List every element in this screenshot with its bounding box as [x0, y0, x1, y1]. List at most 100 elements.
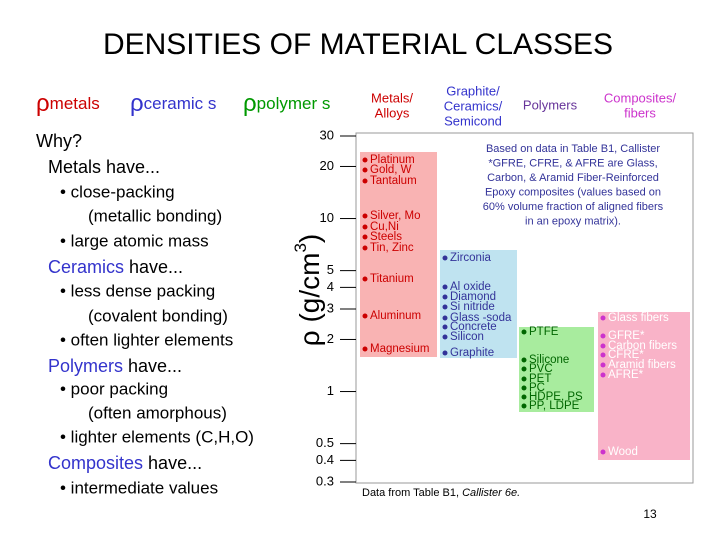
- material-label: Carbon fibers: [608, 340, 677, 352]
- material-dot: [442, 350, 448, 356]
- heading-rest: have...: [124, 257, 183, 277]
- material-dot: [521, 385, 527, 391]
- material-label: Glass fibers: [608, 312, 669, 324]
- rho-symbol: ρ: [130, 90, 144, 117]
- column-header: Polymers: [523, 97, 578, 112]
- y-tick-label: 4: [327, 279, 334, 294]
- bullet: • large atomic mass: [60, 231, 209, 250]
- note-line: 60% volume fraction of aligned fibers: [483, 201, 664, 213]
- material-dot: [442, 315, 448, 321]
- column-header: Metals/: [371, 90, 413, 105]
- material-label: Graphite: [450, 347, 494, 359]
- material-label: Magnesium: [370, 343, 429, 355]
- material-dot: [362, 234, 368, 240]
- y-label-sup: 3: [291, 243, 310, 252]
- bullet: • intermediate values: [60, 478, 218, 497]
- y-tick-label: 0.3: [316, 473, 334, 488]
- why: Why?: [36, 131, 82, 151]
- source: Data from Table B1, Callister 6e.: [362, 487, 520, 499]
- y-tick-label: 10: [320, 210, 334, 225]
- column-header: Alloys: [375, 105, 410, 120]
- heading-rest: have...: [123, 356, 182, 376]
- legend-label: polymer s: [257, 94, 331, 113]
- material-label: Aluminum: [370, 310, 421, 322]
- material-label: PTFE: [529, 326, 559, 338]
- material-dot: [362, 213, 368, 219]
- material-label: Cu,Ni: [370, 221, 399, 233]
- material-dot: [442, 324, 448, 330]
- material-dot: [600, 315, 606, 321]
- material-label: Silver, Mo: [370, 210, 421, 222]
- y-tick-label: 3: [327, 300, 334, 315]
- material-label: PVC: [529, 363, 553, 375]
- column-band: [440, 250, 517, 358]
- material-label: Tin, Zinc: [370, 242, 414, 254]
- material-label: Tantalum: [370, 175, 417, 187]
- note-line: Carbon, & Aramid Fiber-Reinforced: [487, 172, 659, 184]
- y-tick-label: 30: [320, 127, 334, 142]
- y-tick-label: 20: [320, 158, 334, 173]
- column-header: Graphite/: [446, 83, 500, 98]
- material-dot: [362, 313, 368, 319]
- material-label: Steels: [370, 231, 402, 243]
- rho-symbol: ρ: [243, 90, 257, 117]
- heading-word: Metals: [48, 157, 101, 177]
- material-dot: [362, 346, 368, 352]
- legend-entry: ρmetals: [36, 90, 100, 117]
- material-label: Zirconia: [450, 252, 492, 264]
- note-line: *GFRE, CFRE, & AFRE are Glass,: [488, 157, 657, 169]
- material-label: Diamond: [450, 291, 496, 303]
- material-label: Concrete: [450, 321, 497, 333]
- material-dot: [362, 245, 368, 251]
- source-italic: Callister 6e.: [462, 487, 520, 499]
- material-label: Gold, W: [370, 164, 412, 176]
- heading-rest: have...: [143, 453, 202, 473]
- material-label: PC: [529, 382, 545, 394]
- material-dot: [600, 362, 606, 368]
- material-label: PET: [529, 373, 551, 385]
- y-label-main: ρ (g/cm: [294, 253, 325, 347]
- bullet-continuation: (often amorphous): [88, 403, 227, 422]
- material-label: Al oxide: [450, 281, 491, 293]
- column-band: [598, 312, 690, 460]
- heading-word: Polymers: [48, 356, 123, 376]
- page-number: 13: [643, 507, 657, 521]
- material-dot: [600, 352, 606, 358]
- bullet-continuation: (covalent bonding): [88, 306, 228, 325]
- material-dot: [442, 284, 448, 290]
- material-dot: [362, 178, 368, 184]
- material-dot: [600, 333, 606, 339]
- y-tick-label: 2: [327, 331, 334, 346]
- column-header: Semicond: [444, 113, 502, 128]
- section-heading: Metals have...: [48, 157, 160, 177]
- section-heading: Composites have...: [48, 453, 202, 473]
- column-header: Ceramics/: [444, 98, 503, 113]
- rho-symbol: ρ: [36, 90, 50, 117]
- material-dot: [442, 255, 448, 261]
- material-dot: [521, 329, 527, 335]
- bullet: • less dense packing: [60, 281, 215, 300]
- y-tick-label: 0.4: [316, 452, 334, 467]
- slide-title: DENSITIES OF MATERIAL CLASSES: [103, 28, 613, 61]
- column-band: [360, 152, 437, 357]
- material-label: Platinum: [370, 154, 415, 166]
- material-dot: [600, 449, 606, 455]
- source-text: Data from Table B1,: [362, 487, 462, 499]
- legend-entry: ρpolymer s: [243, 90, 330, 117]
- material-label: PP, LDPE: [529, 400, 580, 412]
- y-axis-label: ρ (g/cm3): [291, 234, 325, 347]
- heading-word: Ceramics: [48, 257, 124, 277]
- material-label: Wood: [608, 446, 638, 458]
- note-line: Based on data in Table B1, Callister: [486, 143, 660, 155]
- note-line: in an epoxy matrix).: [525, 215, 621, 227]
- section-heading: Ceramics have...: [48, 257, 183, 277]
- material-label: Silicone: [529, 354, 569, 366]
- column-band: [519, 327, 594, 412]
- material-label: AFRE*: [608, 369, 644, 381]
- material-dot: [362, 224, 368, 230]
- material-dot: [521, 403, 527, 409]
- material-dot: [362, 157, 368, 163]
- legend-label: metals: [50, 94, 100, 113]
- material-dot: [521, 376, 527, 382]
- material-dot: [442, 334, 448, 340]
